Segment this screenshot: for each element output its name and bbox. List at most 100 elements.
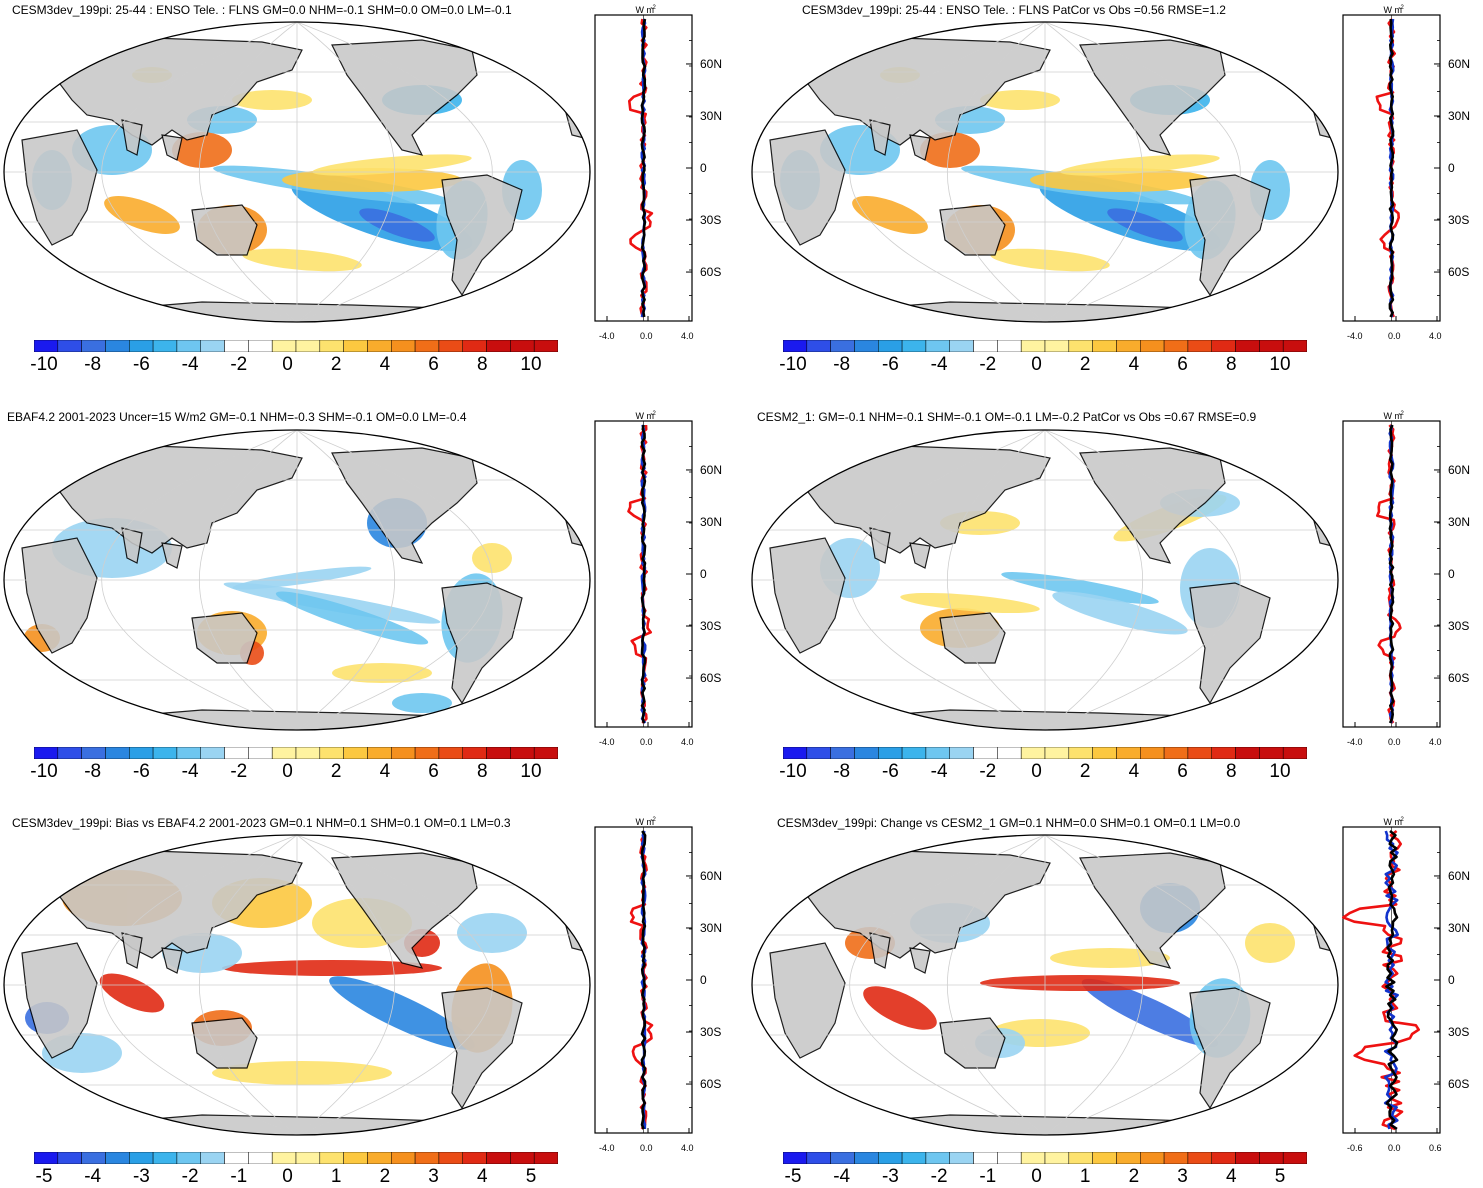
colorbar-swatch xyxy=(462,340,487,352)
anomaly-region xyxy=(990,248,1110,272)
lat-tick-label: 60N xyxy=(700,57,722,71)
lat-tick-label: 30S xyxy=(1448,1025,1469,1039)
black-series-line xyxy=(1388,424,1395,724)
land xyxy=(56,850,303,959)
colorbar-swatches xyxy=(34,340,558,352)
panel-6-zonal-mean-plot: W m-2 60N 30N 0 30S 60S -0.6 0.0 0.6 xyxy=(1342,817,1470,1153)
lat-tick-label: 30N xyxy=(1448,515,1470,529)
x-tick-label: 0.0 xyxy=(640,331,653,341)
panel-1-colorbar: -10 -8 -6 -4 -2 0 2 4 6 8 10 xyxy=(30,340,558,380)
colorbar-swatch xyxy=(1211,747,1236,759)
land xyxy=(21,129,98,246)
colorbar-tick-label: 0 xyxy=(1031,761,1042,782)
longitude-gridline xyxy=(947,430,1046,730)
colorbar-tick-label: 6 xyxy=(1177,354,1188,375)
x-tick-label: 0.0 xyxy=(1388,1143,1401,1153)
x-tick-label: 4.0 xyxy=(1429,331,1442,341)
anomaly-region xyxy=(1245,923,1295,963)
colorbar-swatch xyxy=(1020,340,1046,352)
land xyxy=(789,301,1311,322)
colorbar-tick-label: -10 xyxy=(779,354,807,375)
panel-2-title: CESM3dev_199pi: 25-44 : ENSO Tele. : FLN… xyxy=(802,3,1226,17)
anomaly-region xyxy=(359,208,435,242)
colorbar-swatch xyxy=(105,340,130,352)
land xyxy=(769,129,846,246)
panel-5-colorbar: -5 -4 -3 -2 -1 0 1 2 3 4 5 xyxy=(34,1152,558,1187)
colorbar-swatch xyxy=(129,1152,154,1164)
land xyxy=(804,37,1051,146)
land xyxy=(1189,582,1271,705)
colorbar-swatch xyxy=(391,747,416,759)
map-layer xyxy=(752,430,1338,730)
colorbar-swatch xyxy=(997,1152,1022,1164)
colorbar-swatch xyxy=(367,340,392,352)
colorbar-swatch xyxy=(1211,340,1236,352)
colorbar-swatch xyxy=(129,747,154,759)
lat-tick-label: 60S xyxy=(700,671,721,685)
colorbar-swatch xyxy=(973,1152,998,1164)
x-tick-label: 0.0 xyxy=(1388,331,1401,341)
panel-1-zonal-mean-plot: W m-2 60N 30N 0 30S 60S -4.0 0.0 4.0 xyxy=(594,5,722,341)
land xyxy=(441,582,523,705)
longitude-gridline xyxy=(849,430,1046,730)
colorbar-swatch xyxy=(1282,747,1307,759)
colorbar-tick-label: -2 xyxy=(979,761,997,782)
colorbar-tick-label: 0 xyxy=(1031,1166,1042,1187)
colorbar-swatch xyxy=(901,747,927,759)
colorbar-swatch xyxy=(783,340,808,352)
x-tick-label: 4.0 xyxy=(681,331,694,341)
lat-tick-label: 30S xyxy=(1448,213,1469,227)
colorbar-swatch xyxy=(949,340,974,352)
land xyxy=(789,1114,1311,1135)
colorbar-tick-label: 8 xyxy=(1226,354,1237,375)
colorbar-swatch xyxy=(925,340,950,352)
colorbar-swatch xyxy=(224,340,249,352)
longitude-gridline xyxy=(1044,835,1143,1135)
colorbar-swatch xyxy=(81,747,106,759)
lat-tick-label: 30N xyxy=(1448,921,1470,935)
x-tick-label: -4.0 xyxy=(599,737,615,747)
colorbar-swatch xyxy=(105,747,130,759)
colorbar-swatch xyxy=(1163,1152,1189,1164)
lat-tick-label: 60N xyxy=(1448,869,1470,883)
colorbar-swatch xyxy=(510,747,535,759)
panel-3-zonal-mean-plot: W m-2 60N 30N 0 30S 60S -4.0 0.0 4.0 xyxy=(594,411,722,747)
anomaly-region xyxy=(1081,978,1219,1048)
lat-tick-label: 30S xyxy=(1448,619,1469,633)
land xyxy=(121,527,183,569)
colorbar-swatch xyxy=(34,1152,59,1164)
longitude-gridline xyxy=(296,22,395,322)
x-tick-label: 4.0 xyxy=(1429,737,1442,747)
colorbar-swatch xyxy=(200,340,225,352)
lat-tick-label: 60N xyxy=(700,869,722,883)
colorbar-swatch xyxy=(486,1152,511,1164)
anomaly-region xyxy=(312,154,472,176)
anomaly-region xyxy=(920,132,980,168)
colorbar-swatch xyxy=(854,747,879,759)
lat-tick-label: 60N xyxy=(1448,463,1470,477)
red-series-line xyxy=(1375,18,1400,318)
colorbar-swatch xyxy=(1163,340,1189,352)
black-series-line xyxy=(640,424,647,724)
colorbar-swatches xyxy=(34,747,558,759)
anomaly-region xyxy=(1050,948,1170,968)
colorbar-swatch xyxy=(486,747,511,759)
anomaly-region xyxy=(232,90,312,110)
land xyxy=(1228,842,1281,872)
colorbar-swatch xyxy=(248,747,273,759)
longitude-gridline xyxy=(296,22,493,322)
longitude-gridline xyxy=(199,22,298,322)
anomaly-region xyxy=(232,566,372,590)
colorbar-swatch xyxy=(438,1152,463,1164)
colorbar-swatch xyxy=(200,747,225,759)
map-outline xyxy=(3,429,591,731)
colorbar-swatch xyxy=(1044,1152,1070,1164)
colorbar-swatch xyxy=(367,747,392,759)
colorbar-swatch xyxy=(414,747,440,759)
colorbar-swatch xyxy=(1068,747,1093,759)
colorbar-tick-label: 2 xyxy=(379,1166,391,1187)
colorbar-tick-label: 0 xyxy=(1031,354,1042,375)
colorbar-swatch xyxy=(949,747,974,759)
lat-tick-label: 60N xyxy=(700,463,722,477)
colorbar-tick-label: -2 xyxy=(230,761,248,782)
